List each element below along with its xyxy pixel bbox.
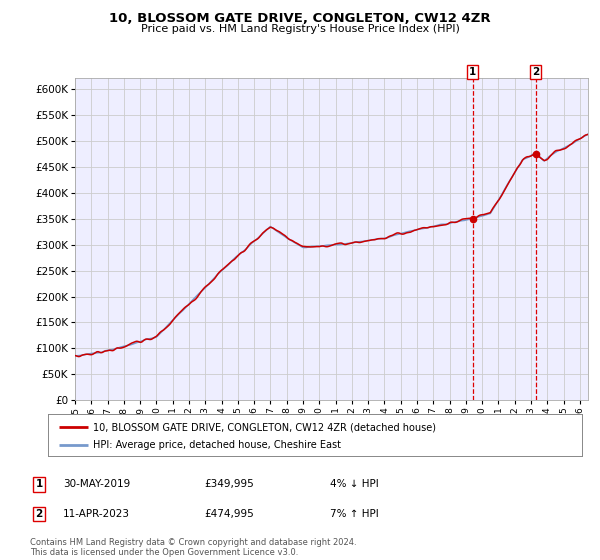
Text: HPI: Average price, detached house, Cheshire East: HPI: Average price, detached house, Ches… — [94, 440, 341, 450]
Text: 11-APR-2023: 11-APR-2023 — [63, 509, 130, 519]
Text: 1: 1 — [35, 479, 43, 489]
Text: £474,995: £474,995 — [204, 509, 254, 519]
Text: 10, BLOSSOM GATE DRIVE, CONGLETON, CW12 4ZR: 10, BLOSSOM GATE DRIVE, CONGLETON, CW12 … — [109, 12, 491, 25]
Text: £349,995: £349,995 — [204, 479, 254, 489]
Text: Price paid vs. HM Land Registry's House Price Index (HPI): Price paid vs. HM Land Registry's House … — [140, 24, 460, 34]
Text: 10, BLOSSOM GATE DRIVE, CONGLETON, CW12 4ZR (detached house): 10, BLOSSOM GATE DRIVE, CONGLETON, CW12 … — [94, 422, 436, 432]
Text: 2: 2 — [532, 67, 539, 77]
Text: Contains HM Land Registry data © Crown copyright and database right 2024.
This d: Contains HM Land Registry data © Crown c… — [30, 538, 356, 557]
Text: 7% ↑ HPI: 7% ↑ HPI — [330, 509, 379, 519]
Text: 4% ↓ HPI: 4% ↓ HPI — [330, 479, 379, 489]
Text: 1: 1 — [469, 67, 476, 77]
Text: 2: 2 — [35, 509, 43, 519]
Text: 30-MAY-2019: 30-MAY-2019 — [63, 479, 130, 489]
